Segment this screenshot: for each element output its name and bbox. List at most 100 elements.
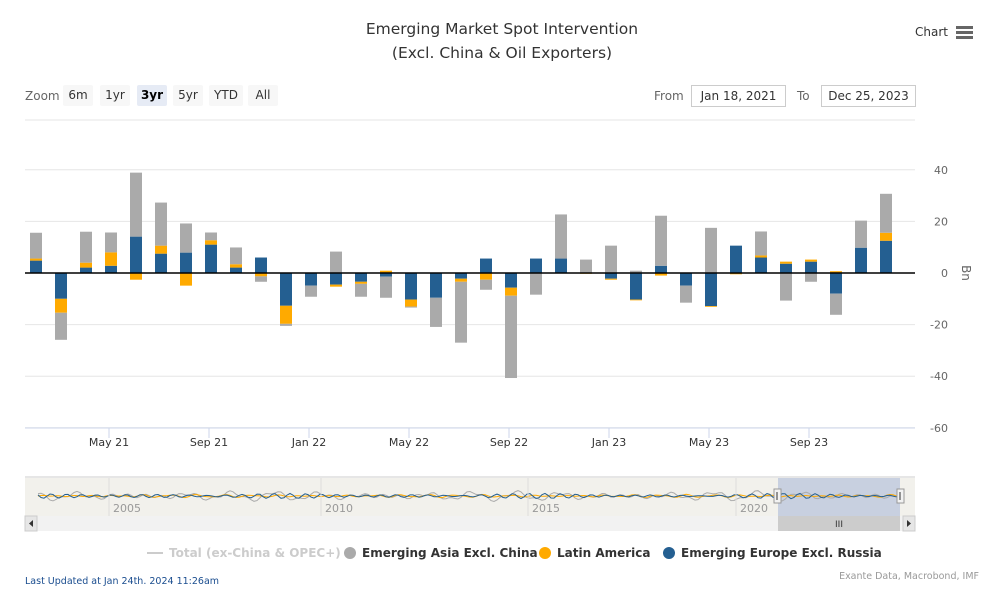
- bar-latin-america-Aug-23[interactable]: [805, 259, 817, 262]
- bar-emerging-asia-excl-china-Sep-22[interactable]: [530, 273, 542, 295]
- bar-emerging-europe-excl-russia-Jul-22[interactable]: [480, 258, 492, 273]
- bar-emerging-asia-excl-china-Feb-23[interactable]: [655, 215, 667, 266]
- bar-latin-america-Sep-23[interactable]: [830, 271, 842, 273]
- zoom-5yr-button[interactable]: 5yr: [173, 85, 203, 106]
- bar-emerging-europe-excl-russia-Mar-21[interactable]: [80, 267, 92, 273]
- bar-emerging-europe-excl-russia-Sep-23[interactable]: [830, 273, 842, 294]
- bar-emerging-asia-excl-china-May-21[interactable]: [130, 172, 142, 237]
- bar-emerging-europe-excl-russia-Oct-21[interactable]: [255, 257, 267, 273]
- bar-emerging-europe-excl-russia-Dec-21[interactable]: [305, 273, 317, 286]
- bar-latin-america-Nov-23[interactable]: [880, 232, 892, 241]
- scrollbar-thumb[interactable]: [778, 516, 900, 531]
- bar-emerging-europe-excl-russia-Nov-23[interactable]: [880, 240, 892, 273]
- bar-emerging-europe-excl-russia-Oct-22[interactable]: [555, 258, 567, 273]
- bar-emerging-europe-excl-russia-Dec-22[interactable]: [605, 273, 617, 279]
- bar-emerging-europe-excl-russia-Mar-22[interactable]: [380, 273, 392, 277]
- bar-emerging-europe-excl-russia-Aug-21[interactable]: [205, 244, 217, 273]
- bar-emerging-asia-excl-china-Jun-21[interactable]: [155, 202, 167, 246]
- bar-latin-america-Apr-22[interactable]: [405, 299, 417, 307]
- bar-latin-america-Feb-23[interactable]: [655, 273, 667, 276]
- bar-emerging-europe-excl-russia-Sep-22[interactable]: [530, 258, 542, 273]
- bar-emerging-asia-excl-china-Feb-22[interactable]: [355, 283, 367, 297]
- bar-emerging-asia-excl-china-Jan-22[interactable]: [330, 251, 342, 273]
- bar-latin-america-Jan-22[interactable]: [330, 284, 342, 287]
- bar-latin-america-Sep-21[interactable]: [230, 264, 242, 268]
- bar-emerging-asia-excl-china-May-22[interactable]: [430, 297, 442, 327]
- bar-emerging-asia-excl-china-Nov-23[interactable]: [880, 193, 892, 233]
- bar-emerging-europe-excl-russia-Jun-21[interactable]: [155, 253, 167, 273]
- bar-emerging-europe-excl-russia-Jul-21[interactable]: [180, 252, 192, 273]
- bar-emerging-asia-excl-china-Aug-22[interactable]: [505, 295, 517, 379]
- bar-latin-america-Oct-21[interactable]: [255, 273, 267, 277]
- zoom-ytd-button[interactable]: YTD: [209, 85, 243, 106]
- bar-latin-america-Apr-21[interactable]: [105, 252, 117, 266]
- bar-emerging-asia-excl-china-Apr-23[interactable]: [705, 227, 717, 273]
- bar-latin-america-Nov-21[interactable]: [280, 305, 292, 324]
- bar-emerging-asia-excl-china-Feb-21[interactable]: [55, 312, 67, 340]
- bar-latin-america-Apr-23[interactable]: [705, 306, 717, 307]
- bar-emerging-asia-excl-china-Oct-22[interactable]: [555, 214, 567, 259]
- legend-item-europe[interactable]: Emerging Europe Excl. Russia: [663, 546, 882, 560]
- source-credit[interactable]: Exante Data, Macrobond, IMF: [839, 571, 979, 582]
- zoom-3yr-button[interactable]: 3yr: [137, 85, 167, 106]
- bar-emerging-asia-excl-china-Mar-22[interactable]: [380, 276, 392, 298]
- bar-emerging-asia-excl-china-Mar-23[interactable]: [680, 285, 692, 303]
- bar-latin-america-Jun-22[interactable]: [455, 278, 467, 282]
- bar-emerging-asia-excl-china-Nov-21[interactable]: [280, 323, 292, 326]
- zoom-6m-button[interactable]: 6m: [63, 85, 93, 106]
- bar-emerging-europe-excl-russia-Jul-23[interactable]: [780, 263, 792, 273]
- bar-emerging-europe-excl-russia-May-22[interactable]: [430, 273, 442, 298]
- chart-menu-button[interactable]: Chart: [915, 25, 974, 39]
- zoom-all-button[interactable]: All: [248, 85, 278, 106]
- bar-emerging-europe-excl-russia-Oct-23[interactable]: [855, 247, 867, 273]
- bar-emerging-europe-excl-russia-Jan-23[interactable]: [630, 273, 642, 300]
- bar-emerging-europe-excl-russia-Mar-23[interactable]: [680, 273, 692, 286]
- bar-emerging-asia-excl-china-Jun-22[interactable]: [455, 281, 467, 343]
- bar-emerging-europe-excl-russia-Sep-21[interactable]: [230, 267, 242, 273]
- bar-emerging-europe-excl-russia-Feb-22[interactable]: [355, 273, 367, 282]
- bar-latin-america-Jun-21[interactable]: [155, 245, 167, 254]
- bar-emerging-europe-excl-russia-Apr-23[interactable]: [705, 273, 717, 307]
- bar-emerging-europe-excl-russia-Aug-23[interactable]: [805, 261, 817, 273]
- bar-emerging-europe-excl-russia-Apr-21[interactable]: [105, 265, 117, 273]
- bar-latin-america-Mar-22[interactable]: [380, 270, 392, 273]
- bar-emerging-europe-excl-russia-Aug-22[interactable]: [505, 273, 517, 288]
- legend-item-latam[interactable]: Latin America: [539, 546, 651, 560]
- bar-latin-america-Dec-22[interactable]: [605, 278, 617, 280]
- bar-latin-america-Jul-22[interactable]: [480, 273, 492, 280]
- bar-latin-america-Jul-23[interactable]: [780, 261, 792, 264]
- bar-emerging-europe-excl-russia-Apr-22[interactable]: [405, 273, 417, 300]
- bar-emerging-asia-excl-china-Oct-23[interactable]: [855, 220, 867, 248]
- bar-emerging-europe-excl-russia-Jun-22[interactable]: [455, 273, 467, 279]
- bar-emerging-asia-excl-china-Aug-21[interactable]: [205, 232, 217, 241]
- bar-latin-america-Jan-23[interactable]: [630, 299, 642, 301]
- navigator-handle-left[interactable]: [773, 488, 782, 504]
- bar-latin-america-Jan-21[interactable]: [30, 258, 42, 261]
- from-date-input[interactable]: Jan 18, 2021: [691, 85, 786, 107]
- bar-emerging-asia-excl-china-Jun-23[interactable]: [755, 231, 767, 256]
- bar-emerging-asia-excl-china-Apr-22[interactable]: [405, 306, 417, 308]
- bar-emerging-asia-excl-china-Dec-22[interactable]: [605, 245, 617, 273]
- bar-latin-america-Aug-21[interactable]: [205, 240, 217, 245]
- bar-emerging-asia-excl-china-Sep-23[interactable]: [830, 293, 842, 315]
- bar-latin-america-Feb-22[interactable]: [355, 281, 367, 284]
- bar-emerging-asia-excl-china-Sep-21[interactable]: [230, 247, 242, 265]
- navigator-handle-right[interactable]: [896, 488, 905, 504]
- bar-emerging-europe-excl-russia-Feb-23[interactable]: [655, 265, 667, 273]
- bar-latin-america-Feb-21[interactable]: [55, 298, 67, 313]
- scrollbar-left-arrow[interactable]: [24, 515, 38, 532]
- zoom-1yr-button[interactable]: 1yr: [100, 85, 130, 106]
- bar-emerging-asia-excl-china-Mar-21[interactable]: [80, 231, 92, 263]
- bar-emerging-asia-excl-china-Jan-21[interactable]: [30, 232, 42, 259]
- bar-emerging-europe-excl-russia-Jun-23[interactable]: [755, 257, 767, 273]
- bar-latin-america-Aug-22[interactable]: [505, 287, 517, 296]
- to-date-input[interactable]: Dec 25, 2023: [821, 85, 916, 107]
- bar-emerging-asia-excl-china-Dec-21[interactable]: [305, 285, 317, 297]
- bar-latin-america-Jun-23[interactable]: [755, 255, 767, 258]
- legend-item-total[interactable]: Total (ex-China & OPEC+): [147, 546, 341, 560]
- bar-latin-america-May-21[interactable]: [130, 273, 142, 280]
- scrollbar-right-arrow[interactable]: [902, 515, 916, 532]
- bar-emerging-asia-excl-china-Jan-23[interactable]: [630, 270, 642, 273]
- bar-emerging-asia-excl-china-Jul-21[interactable]: [180, 223, 192, 253]
- bar-latin-america-Jul-21[interactable]: [180, 273, 192, 286]
